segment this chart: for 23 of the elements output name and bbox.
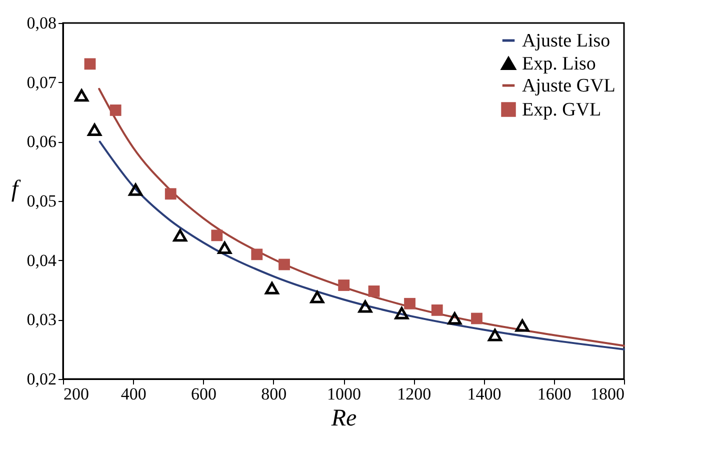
x-tick-label: 1800: [590, 384, 624, 404]
y-tick-label: 0,08: [26, 14, 56, 32]
x-tick-label: 1600: [537, 384, 572, 404]
y-tick-label: 0,02: [26, 370, 56, 388]
y-tick-label: 0,04: [26, 250, 57, 270]
x-tick-label: 1200: [397, 384, 432, 404]
legend-label: Exp. Liso: [522, 54, 596, 74]
line-series: [98, 140, 625, 350]
x-tick-label: 400: [120, 384, 146, 404]
x-tick-label: 800: [261, 384, 287, 404]
legend-label: Ajuste GVL: [522, 76, 616, 96]
legend-label: Ajuste Liso: [522, 30, 610, 52]
y-tick-label: 0,03: [26, 310, 56, 330]
y-tick-label: 0,07: [26, 72, 57, 92]
y-tick-label: 0,06: [26, 132, 56, 152]
x-tick-label: 1400: [467, 384, 502, 404]
x-tick-label: 600: [191, 384, 216, 404]
y-tick-label: 0,05: [26, 192, 56, 210]
y-axis-title: f: [11, 176, 22, 202]
x-tick-label: 1000: [327, 384, 361, 404]
x-tick-label: 200: [64, 384, 89, 404]
x-axis-title: Re: [330, 406, 358, 432]
legend-label: Exp. GVL: [522, 100, 602, 120]
